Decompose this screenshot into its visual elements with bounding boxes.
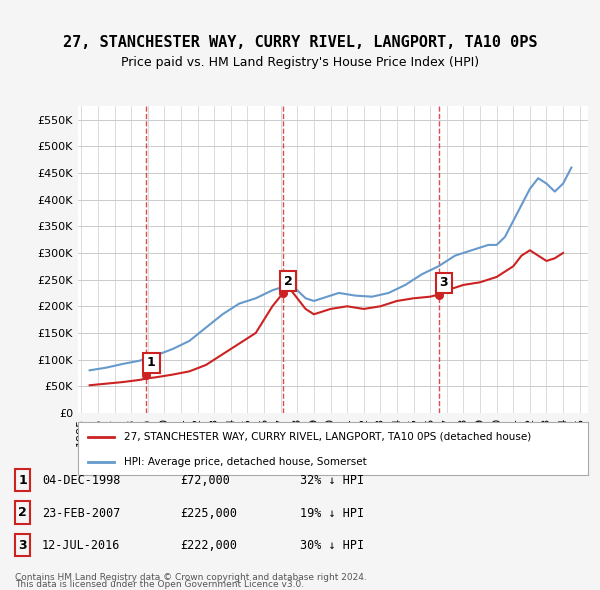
Text: HPI: Average price, detached house, Somerset: HPI: Average price, detached house, Some…	[124, 457, 367, 467]
Point	[278, 289, 288, 298]
Text: Price paid vs. HM Land Registry's House Price Index (HPI): Price paid vs. HM Land Registry's House …	[121, 56, 479, 69]
Text: 1: 1	[18, 474, 27, 487]
Text: 3: 3	[18, 539, 27, 552]
Text: 2: 2	[284, 275, 293, 288]
Text: This data is licensed under the Open Government Licence v3.0.: This data is licensed under the Open Gov…	[15, 580, 304, 589]
Point	[142, 370, 151, 379]
Text: £222,000: £222,000	[180, 539, 237, 552]
Text: 32% ↓ HPI: 32% ↓ HPI	[300, 474, 364, 487]
Text: £72,000: £72,000	[180, 474, 230, 487]
Text: 1: 1	[147, 356, 156, 369]
Point	[434, 290, 444, 299]
Text: 30% ↓ HPI: 30% ↓ HPI	[300, 539, 364, 552]
Text: 3: 3	[440, 276, 448, 289]
Text: 27, STANCHESTER WAY, CURRY RIVEL, LANGPORT, TA10 0PS (detached house): 27, STANCHESTER WAY, CURRY RIVEL, LANGPO…	[124, 432, 531, 442]
Text: £225,000: £225,000	[180, 507, 237, 520]
Text: 19% ↓ HPI: 19% ↓ HPI	[300, 507, 364, 520]
Text: 2: 2	[18, 506, 27, 519]
Text: 04-DEC-1998: 04-DEC-1998	[42, 474, 121, 487]
Text: 27, STANCHESTER WAY, CURRY RIVEL, LANGPORT, TA10 0PS: 27, STANCHESTER WAY, CURRY RIVEL, LANGPO…	[63, 35, 537, 50]
Text: 12-JUL-2016: 12-JUL-2016	[42, 539, 121, 552]
Text: 23-FEB-2007: 23-FEB-2007	[42, 507, 121, 520]
Text: Contains HM Land Registry data © Crown copyright and database right 2024.: Contains HM Land Registry data © Crown c…	[15, 573, 367, 582]
